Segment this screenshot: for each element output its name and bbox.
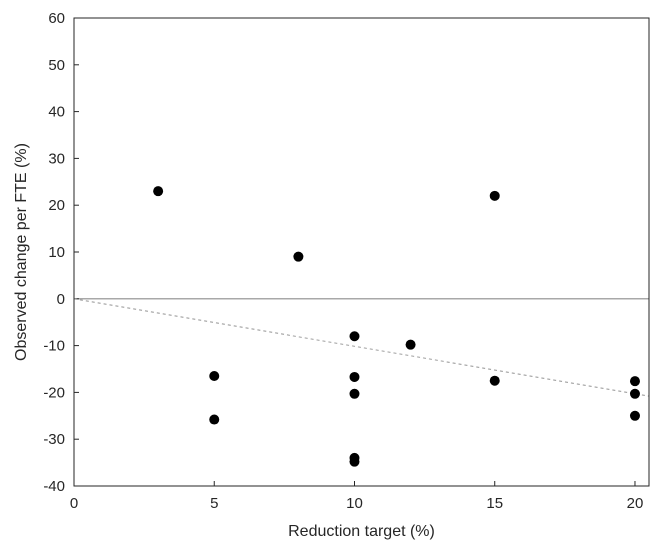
y-tick-label: 10 <box>48 244 65 261</box>
x-tick-label: 10 <box>346 495 363 512</box>
data-point <box>153 186 164 197</box>
data-point <box>209 371 220 382</box>
data-point <box>405 339 416 350</box>
y-tick-label: 60 <box>48 10 65 27</box>
plot-area <box>74 18 649 486</box>
y-tick-label: -40 <box>43 478 65 495</box>
data-point <box>349 456 360 467</box>
data-point <box>349 331 360 342</box>
data-point <box>489 190 500 201</box>
y-tick-label: 0 <box>57 291 65 308</box>
data-point <box>349 371 360 382</box>
data-point <box>629 376 640 387</box>
trend-line-group <box>73 298 650 397</box>
plot-frame <box>73 17 650 487</box>
data-point <box>293 251 304 262</box>
y-tick-label: 20 <box>48 197 65 214</box>
y-tick-label: -10 <box>43 338 65 355</box>
y-tick-label: 40 <box>48 104 65 121</box>
y-tick-labels: -40 -30 -20 -10 0 10 20 30 40 50 60 <box>43 10 65 495</box>
x-tick-labels: 0 5 10 15 20 <box>70 495 643 512</box>
data-points <box>153 186 640 467</box>
data-point <box>629 388 640 399</box>
y-tick-label: -30 <box>43 431 65 448</box>
x-tick-label: 0 <box>70 495 78 512</box>
data-point <box>629 410 640 421</box>
y-axis-label: Observed change per FTE (%) <box>13 143 30 361</box>
y-tick-label: 50 <box>48 57 65 74</box>
x-tick-label: 20 <box>627 495 644 512</box>
x-tick-label: 15 <box>486 495 503 512</box>
data-point <box>349 388 360 399</box>
trend-line <box>73 298 650 397</box>
data-point <box>489 375 500 386</box>
y-tick-label: 30 <box>48 150 65 167</box>
data-point <box>209 414 220 425</box>
x-axis-label: Reduction target (%) <box>288 523 435 540</box>
y-tick-label: -20 <box>43 384 65 401</box>
x-tick-label: 5 <box>210 495 218 512</box>
